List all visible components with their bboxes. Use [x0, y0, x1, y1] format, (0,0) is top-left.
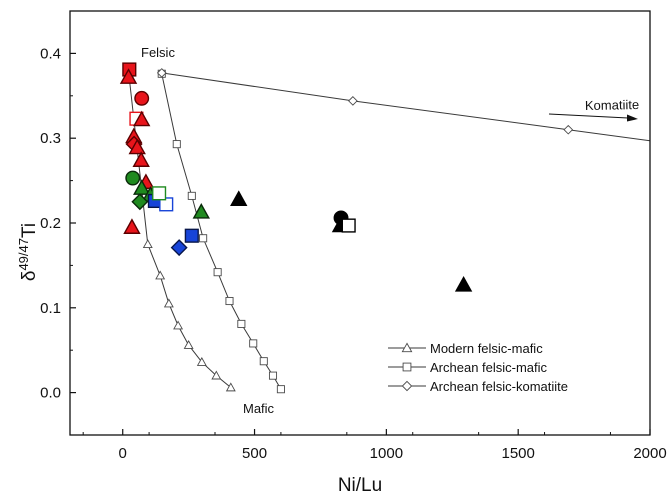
x-tick-label: 2000: [633, 445, 666, 462]
model-point: [225, 382, 236, 392]
annotation-mafic: Mafic: [243, 401, 275, 416]
sample-point: [184, 228, 199, 243]
y-tick-label: 0.2: [40, 215, 61, 232]
sample-point: [131, 193, 149, 211]
komatiite-arrow: [548, 113, 629, 119]
model-point: [213, 268, 222, 277]
y-label-element: Ti: [19, 223, 40, 238]
legend-marker: [402, 362, 412, 372]
y-label-delta: δ: [19, 271, 40, 282]
x-tick-label: 1000: [370, 445, 403, 462]
sample-point: [159, 197, 174, 212]
model-point: [276, 385, 285, 394]
legend-label: Modern felsic-mafic: [430, 341, 543, 356]
model-curve-line-3: [161, 72, 651, 142]
x-axis-label: Ni/Lu: [338, 475, 382, 496]
sample-point: [170, 239, 188, 257]
model-point: [183, 339, 194, 349]
sample-point: [152, 186, 167, 201]
y-axis-ticks: 0.0 0.1 0.2 0.3 0.4: [40, 45, 76, 402]
x-axis-ticks: 0 500 1000 1500 2000: [82, 429, 667, 462]
legend: Modern felsic-mafic Archean felsic-mafic A…: [388, 341, 568, 394]
model-point: [259, 357, 268, 366]
model-curve-line-2: [161, 73, 282, 390]
x-tick-label: 1500: [501, 445, 534, 462]
sample-point: [192, 203, 210, 219]
legend-label: Archean felsic-komatiite: [430, 379, 568, 394]
x-tick-label: 0: [119, 445, 127, 462]
model-point: [563, 124, 574, 135]
sample-point: [230, 190, 248, 206]
y-tick-label: 0.3: [40, 130, 61, 147]
sample-point: [133, 110, 151, 127]
sample-point: [125, 170, 141, 186]
annotation-komatiite: Komatiite: [585, 97, 639, 113]
x-tick-label: 500: [242, 445, 267, 462]
sample-point: [134, 90, 150, 106]
model-point: [268, 371, 278, 380]
model-point: [187, 191, 196, 200]
model-point: [348, 96, 358, 106]
y-tick-label: 0.4: [40, 45, 61, 62]
model-point: [156, 68, 167, 78]
annotation-felsic: Felsic: [141, 45, 175, 60]
y-axis-label: δ49/47Ti: [16, 223, 41, 281]
sample-point: [119, 68, 138, 84]
model-point: [211, 370, 222, 380]
sample-points: [119, 62, 473, 292]
model-point: [237, 319, 246, 328]
komatiite-arrowhead: [627, 114, 638, 122]
sample-point: [128, 138, 146, 155]
y-tick-label: 0.0: [40, 385, 61, 402]
model-point: [172, 140, 181, 149]
model-point: [249, 339, 258, 348]
plot-frame: [69, 10, 651, 436]
model-point: [199, 234, 208, 243]
model-point: [196, 356, 207, 366]
model-point: [142, 239, 153, 249]
sample-point: [132, 151, 150, 167]
sample-point: [123, 218, 141, 234]
y-label-isotope: 49/47: [16, 238, 31, 271]
legend-label: Archean felsic-mafic: [430, 360, 548, 375]
model-point: [225, 296, 234, 306]
sample-point: [133, 179, 151, 195]
model-curves: [123, 68, 651, 394]
legend-marker: [401, 342, 413, 353]
model-point: [173, 320, 184, 330]
sample-point: [341, 218, 356, 233]
legend-marker: [401, 380, 413, 392]
model-point: [155, 270, 166, 280]
y-tick-label: 0.1: [40, 300, 61, 317]
sample-point: [454, 275, 473, 292]
model-point: [163, 298, 174, 308]
